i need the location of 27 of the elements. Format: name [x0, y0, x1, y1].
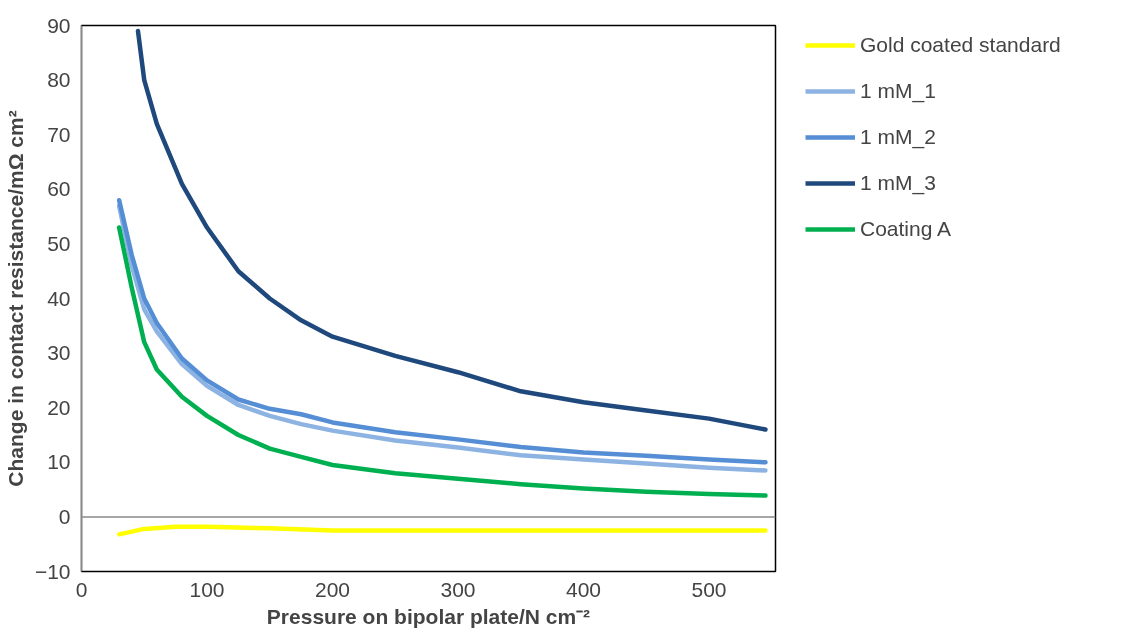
y-axis-title: Change in contact resistance/mΩ cm²	[3, 110, 27, 487]
x-tick-label: 400	[565, 577, 602, 601]
y-tick-label: 70	[47, 122, 71, 146]
y-tick-label: 90	[47, 13, 71, 37]
line-series	[116, 524, 768, 537]
legend-label: Coating A	[860, 217, 952, 241]
y-tick-label: 0	[58, 504, 71, 528]
y-tick-label: 60	[47, 177, 71, 201]
legend-label: 1 mM_2	[860, 125, 936, 149]
x-tick-label: 100	[189, 577, 225, 601]
y-tick-label: 50	[47, 231, 71, 255]
y-tick-label: 80	[47, 68, 71, 92]
y-tick-label: 40	[47, 286, 71, 310]
y-tick-label: 30	[47, 341, 71, 365]
legend-label: 1 mM_3	[860, 171, 936, 195]
legend-label: 1 mM_1	[860, 79, 936, 103]
x-tick-label: 0	[75, 577, 88, 601]
line-series	[116, 225, 768, 498]
y-tick-label: 10	[47, 450, 71, 474]
x-tick-label: 300	[440, 577, 476, 601]
x-axis-title: Pressure on bipolar plate/N cm⁻²	[266, 604, 591, 628]
x-tick-label: 500	[691, 577, 727, 601]
y-tick-label: 20	[47, 395, 71, 419]
legend-label: Gold coated standard	[860, 33, 1061, 57]
x-tick-label: 200	[314, 577, 351, 601]
line-series	[135, 28, 768, 432]
y-tick-label: −10	[34, 559, 71, 583]
